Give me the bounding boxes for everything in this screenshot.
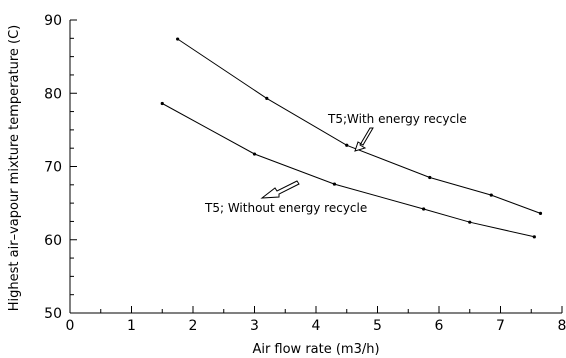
series-2-point bbox=[468, 220, 472, 224]
series-2-point bbox=[252, 152, 257, 156]
x-tick-label: 7 bbox=[496, 318, 505, 334]
x-tick-label: 6 bbox=[435, 318, 444, 334]
y-tick-label: 90 bbox=[44, 13, 62, 29]
series-label-with-recycle: T5;With energy recycle bbox=[327, 112, 467, 126]
series-1-point bbox=[345, 143, 349, 147]
series-1-point bbox=[489, 193, 493, 197]
annotations bbox=[260, 127, 374, 199]
x-tick-label: 1 bbox=[127, 318, 136, 334]
series-2-point bbox=[532, 235, 536, 239]
series-label-without-recycle: T5; Without energy recycle bbox=[204, 201, 367, 215]
series-1-point bbox=[428, 175, 432, 180]
y-tick-label: 50 bbox=[44, 306, 62, 322]
annotation-arrow-without-recycle bbox=[260, 180, 300, 199]
series-1-point bbox=[176, 37, 180, 41]
y-tick-label: 60 bbox=[44, 233, 62, 249]
x-tick-label: 3 bbox=[250, 318, 259, 334]
series-2-point bbox=[160, 101, 164, 106]
y-tick-label: 80 bbox=[44, 86, 62, 102]
series-group bbox=[160, 37, 543, 239]
x-tick-label: 2 bbox=[189, 318, 198, 334]
x-tick-label: 5 bbox=[373, 318, 382, 334]
x-axis-label: Air flow rate (m3/h) bbox=[252, 342, 379, 357]
y-axis-label: Highest air–vapour mixture temperature (… bbox=[7, 25, 22, 311]
series-2-point bbox=[332, 182, 337, 186]
series-1-point bbox=[265, 96, 269, 100]
annotation-arrow-with-recycle bbox=[354, 127, 374, 152]
x-axis-ticks: 0 1 2 3 4 5 6 7 8 bbox=[66, 306, 566, 334]
series-1-point bbox=[538, 211, 543, 215]
axes bbox=[69, 20, 562, 314]
series-2-point bbox=[422, 207, 426, 211]
y-tick-label: 70 bbox=[44, 160, 62, 176]
x-tick-label: 8 bbox=[558, 318, 566, 334]
y-axis-ticks: 50 60 70 80 90 bbox=[44, 13, 77, 322]
labels: Air flow rate (m3/h) Highest air–vapour … bbox=[7, 25, 467, 357]
x-tick-label: 0 bbox=[66, 318, 75, 334]
x-tick-label: 4 bbox=[312, 318, 321, 334]
series-line-1 bbox=[177, 38, 541, 214]
series-line-2 bbox=[162, 103, 535, 238]
